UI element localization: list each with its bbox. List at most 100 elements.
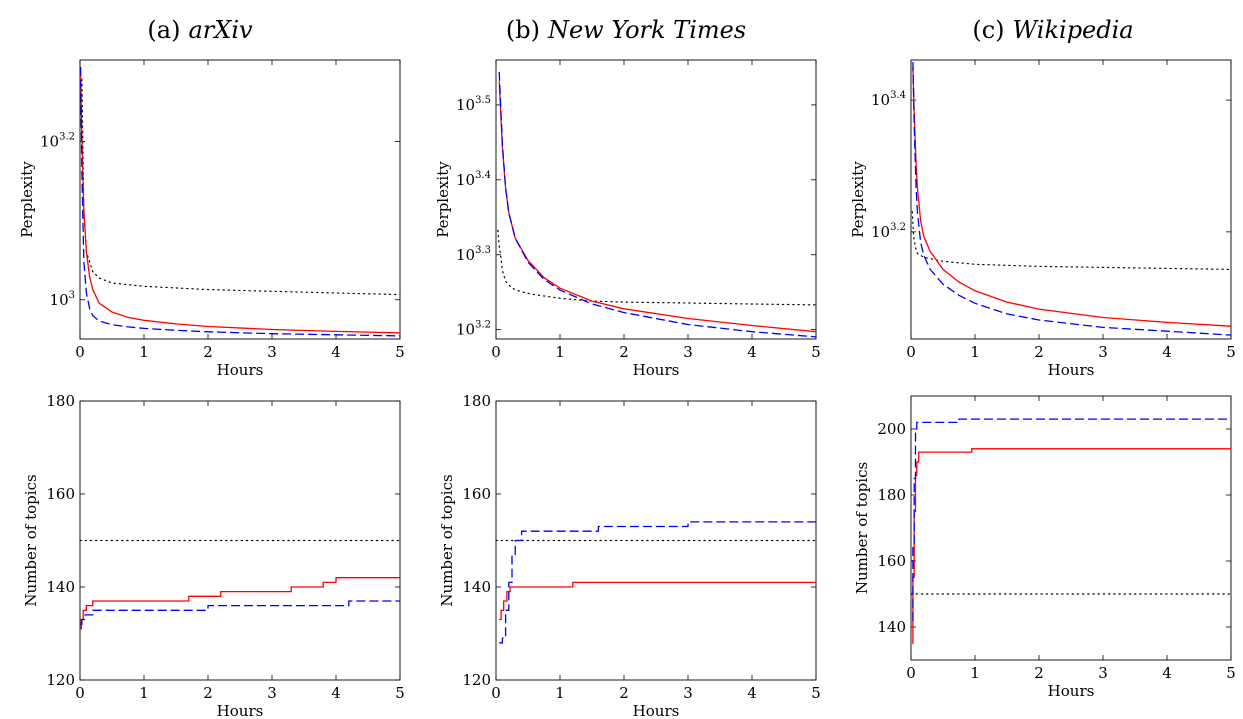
x-tick-label: 0 [75,684,85,702]
x-tick-label: 2 [1034,343,1044,361]
x-tick-label: 0 [75,343,85,361]
arxiv-topics-chart: 0 1 2 3 4 5 120 140 160 180 Hours Number of topics [22,392,405,719]
nyt-perplexity-title: (b) New York Times [506,16,746,44]
y-tick-label: 160 [877,552,906,570]
y-tick-label: 140 [877,618,906,636]
x-tick-label: 2 [203,684,213,702]
y-tick-label: 103.3 [456,245,491,264]
x-tick-label: 4 [747,343,757,361]
nyt-perplexity-series-solid [498,81,817,333]
y-tick-label: 103.2 [456,320,491,339]
x-tick-label: 3 [267,343,277,361]
x-tick-label: 3 [1098,343,1108,361]
x-tick-label: 0 [906,664,916,682]
wiki-topics-series-dashed [912,418,1231,622]
x-tick-label: 5 [395,343,405,361]
panel-label: (a) [147,16,180,44]
panel-title-text: arXiv [188,16,253,44]
y-tick-label: 160 [462,485,491,503]
x-tick-label: 1 [555,343,565,361]
y-axis-label: Perplexity [434,161,452,238]
y-tick-label: 200 [877,420,906,438]
arxiv-perplexity-series-dashed [79,66,401,337]
wiki-perplexity-chart: (c) Wikipedia 0 1 2 3 4 5 103.2 103.4 Hours Perplex… [849,16,1236,379]
arxiv-topics-series-dashed [80,600,400,625]
x-tick-label: 1 [970,343,980,361]
y-tick-label: 103.4 [871,90,906,109]
y-tick-label: 120 [46,671,75,689]
x-tick-label: 5 [811,684,821,702]
wiki-topics-chart: 0 1 2 3 4 5 140 160 180 200 Hours Number of topics [853,395,1236,700]
y-tick-label: 140 [462,578,491,596]
x-tick-label: 4 [1162,664,1172,682]
arxiv-topics-series-solid [80,577,400,630]
nyt-topics-series-solid [499,581,816,621]
x-axis-label: Hours [217,702,264,719]
x-tick-label: 4 [1162,343,1172,361]
x-tick-label: 5 [811,343,821,361]
y-axis-label: Perplexity [18,161,36,238]
x-tick-label: 2 [619,343,629,361]
arxiv-perplexity-series-solid [79,75,401,334]
y-tick-label: 103 [50,290,75,309]
y-tick-label: 103.2 [871,222,906,241]
y-axis-label: Perplexity [849,161,867,238]
nyt-perplexity-series-dashed [498,71,817,338]
arxiv-perplexity-series-dotted [81,78,401,296]
panel-title-text: New York Times [547,16,746,44]
x-tick-label: 4 [747,684,757,702]
nyt-perplexity-series-dotted [497,229,817,306]
nyt-perplexity-chart: (b) New York Times 0 1 2 3 4 5 103.2 103.3 103.4 10… [434,16,821,379]
x-tick-label: 3 [267,684,277,702]
panel-label: (b) [506,16,540,44]
x-tick-label: 2 [203,343,213,361]
nyt-topics-chart: 0 1 2 3 4 5 120 140 160 180 Hours Number of topics [438,392,821,719]
x-axis-label: Hours [633,702,680,719]
y-tick-label: 103.4 [456,170,491,189]
x-axis-label: Hours [1048,361,1095,379]
x-tick-label: 5 [395,684,405,702]
x-axis-label: Hours [1048,682,1095,700]
x-tick-label: 2 [619,684,629,702]
y-tick-label: 120 [462,671,491,689]
y-tick-label: 103.2 [40,132,75,151]
arxiv-perplexity-title: (a) arXiv [147,16,253,44]
x-tick-label: 5 [1226,343,1236,361]
wiki-topics-series-solid [912,448,1231,645]
panel-title-text: Wikipedia [1013,16,1134,44]
wiki-perplexity-series-dashed [912,61,1232,336]
arxiv-perplexity-chart: (a) arXiv 0 1 2 3 4 5 103 103.2 Hours Perplexity [18,16,405,379]
x-tick-label: 5 [1226,664,1236,682]
x-tick-label: 1 [139,343,149,361]
arxiv-perplexity-frame [79,59,401,340]
y-axis-label: Number of topics [853,462,871,594]
y-tick-label: 160 [46,485,75,503]
panel-label: (c) [972,16,1004,44]
x-axis-label: Hours [633,361,680,379]
x-tick-label: 0 [491,343,501,361]
y-axis-label: Number of topics [438,474,456,606]
x-tick-label: 3 [683,684,693,702]
x-tick-label: 1 [139,684,149,702]
x-tick-label: 3 [683,343,693,361]
y-tick-label: 180 [462,392,491,410]
y-tick-label: 180 [46,392,75,410]
x-tick-label: 3 [1098,664,1108,682]
nyt-perplexity-frame [495,59,817,340]
x-axis-label: Hours [217,361,264,379]
x-tick-label: 2 [1034,664,1044,682]
x-tick-label: 0 [491,684,501,702]
y-axis-label: Number of topics [22,474,40,606]
wiki-perplexity-series-solid [912,66,1232,327]
x-tick-label: 1 [970,664,980,682]
y-tick-label: 180 [877,486,906,504]
x-tick-label: 1 [555,684,565,702]
y-tick-label: 140 [46,578,75,596]
wiki-topics-frame [910,395,1232,661]
wiki-perplexity-title: (c) Wikipedia [972,16,1133,44]
x-tick-label: 4 [331,684,341,702]
x-tick-label: 4 [331,343,341,361]
x-tick-label: 0 [906,343,916,361]
y-tick-label: 103.5 [456,95,491,114]
